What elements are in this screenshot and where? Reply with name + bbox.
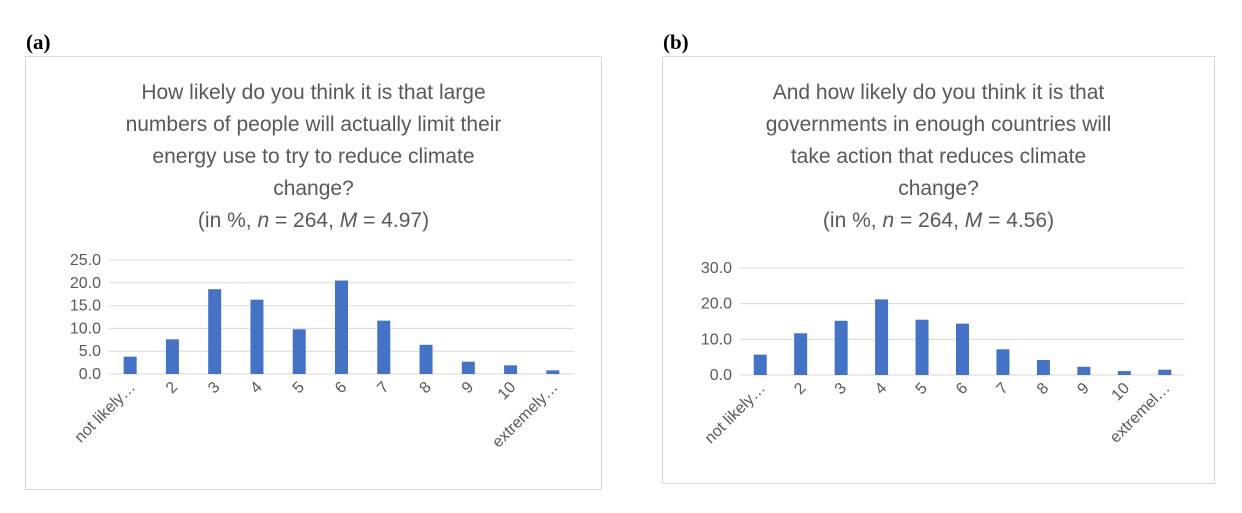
chart-a-bar (461, 361, 475, 374)
chart-a-bar (546, 370, 560, 374)
chart-b-x-tick-label: not likely… (702, 380, 769, 447)
chart-a-x-tick-label: 5 (290, 379, 308, 397)
chart-b-bar (834, 320, 848, 375)
chart-a-x-tick-label: 7 (374, 379, 392, 397)
chart-a-y-tick-label: 20.0 (70, 275, 101, 292)
chart-b-title: And how likely do you think it is that g… (663, 77, 1214, 237)
chart-a-bar (123, 356, 137, 374)
chart-a-bar (250, 299, 264, 374)
chart-b-title-line-4: change? (898, 177, 979, 200)
chart-b-bar (1036, 360, 1050, 375)
chart-b-y-tick-label: 10.0 (701, 331, 732, 348)
chart-a-x-tick-label: 2 (163, 379, 181, 397)
chart-a-bar (335, 280, 348, 374)
chart-b-bar (794, 333, 808, 375)
chart-a: How likely do you think it is that large… (25, 56, 602, 490)
chart-b-x-tick-label: 3 (832, 380, 850, 398)
chart-a-bar (504, 365, 518, 374)
chart-a-x-tick-label: 9 (459, 379, 477, 397)
chart-b-x-tick-label: 8 (1034, 380, 1052, 398)
chart-a-title-line-1: How likely do you think it is that large (141, 81, 486, 104)
chart-a-subtitle: (in %, n = 264, M = 4.97) (197, 209, 430, 232)
chart-b-x-tick-label: 5 (913, 380, 931, 398)
chart-b-title-line-3: take action that reduces climate (790, 145, 1087, 168)
chart-a-x-tick-label: 3 (205, 379, 223, 397)
chart-a-title: How likely do you think it is that large… (26, 77, 601, 237)
chart-b-bar (996, 349, 1010, 375)
chart-a-plot: 0.0 5.0 10.0 15.0 20.0 25.0 not likely… 2 3 4 5 6 7 8… (70, 252, 574, 451)
chart-a-x-tick-label: 8 (417, 379, 435, 397)
chart-a-x-tick-label: 4 (247, 379, 265, 397)
chart-a-bar (165, 339, 179, 374)
chart-b-y-tick-label: 20.0 (701, 296, 732, 313)
chart-b-x-tick-label: 10 (1109, 380, 1134, 405)
chart-a-bar (292, 329, 306, 374)
chart-a-title-line-4: change? (273, 177, 354, 200)
chart-b-x-tick-label: 6 (953, 380, 971, 398)
chart-a-bar (377, 320, 391, 374)
chart-b-title-line-2: governments in enough countries will (765, 113, 1112, 136)
chart-a-y-tick-label: 25.0 (70, 252, 101, 269)
chart-b-bar (875, 299, 889, 375)
chart-b-x-tick-label: 2 (791, 380, 809, 398)
chart-a-y-tick-label: 15.0 (70, 298, 101, 315)
chart-b: And how likely do you think it is that g… (662, 56, 1215, 484)
chart-a-x-tick-label: not likely… (72, 379, 139, 446)
chart-a-bar (419, 344, 433, 374)
chart-b-title-line-1: And how likely do you think it is that (772, 81, 1105, 104)
chart-b-y-tick-label: 30.0 (701, 260, 732, 277)
chart-a-bar (208, 289, 222, 374)
chart-a-x-tick-label: 6 (332, 379, 350, 397)
chart-b-bar (1077, 366, 1091, 375)
chart-a-y-tick-label: 5.0 (79, 343, 101, 360)
chart-b-x-tick-label: 7 (993, 380, 1011, 398)
chart-b-x-tick-label: 4 (872, 380, 890, 398)
chart-a-y-tick-label: 10.0 (70, 320, 101, 337)
panel-label-b: (b) (663, 30, 689, 54)
chart-a-title-line-2: numbers of people will actually limit th… (125, 113, 502, 136)
chart-b-bar (1158, 369, 1172, 375)
chart-a-title-line-3: energy use to try to reduce climate (152, 145, 475, 168)
chart-b-bar (753, 354, 767, 375)
chart-b-subtitle: (in %, n = 264, M = 4.56) (822, 209, 1055, 232)
chart-b-y-tick-label: 0.0 (710, 367, 732, 384)
chart-b-bar (956, 323, 969, 375)
chart-a-x-tick-label: 10 (495, 379, 520, 404)
panel-label-a: (a) (26, 30, 51, 54)
chart-a-y-tick-label: 0.0 (79, 366, 101, 383)
chart-b-bar (915, 319, 929, 375)
chart-b-bar (1117, 371, 1131, 375)
chart-b-x-tick-label: 9 (1074, 380, 1092, 398)
